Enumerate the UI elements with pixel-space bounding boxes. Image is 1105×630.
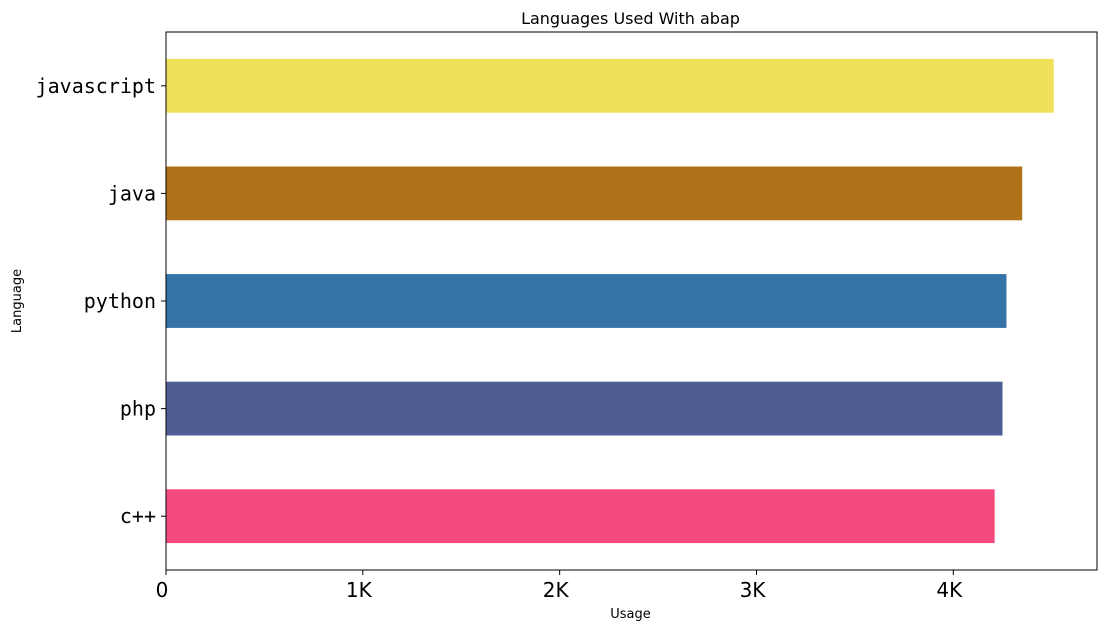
x-tick-label: 1K: [346, 578, 373, 602]
bar-php: [166, 381, 1003, 436]
x-tick-label: 0: [156, 578, 169, 602]
y-tick-label: java: [108, 181, 156, 205]
bars-group: [166, 58, 1054, 544]
y-tick-label: javascript: [36, 74, 156, 98]
y-ticks-group: javascript java python php c++: [36, 74, 166, 528]
plot-frame: [165, 31, 1098, 571]
x-tick-label: 2K: [543, 578, 570, 602]
y-tick-label: c++: [120, 504, 156, 528]
y-tick-label: php: [120, 397, 156, 421]
y-tick-label: python: [84, 289, 156, 313]
y-axis-title: Language: [10, 269, 25, 333]
x-axis-title: Usage: [610, 607, 651, 622]
chart-title: Languages Used With abap: [521, 9, 740, 28]
x-tick-label: 3K: [740, 578, 767, 602]
x-ticks-group: 0 1K 2K 3K 4K: [156, 570, 963, 602]
bar-java: [166, 166, 1023, 221]
bar-javascript: [166, 58, 1054, 113]
x-tick-label: 4K: [936, 578, 963, 602]
bar-python: [166, 274, 1007, 328]
bar-c: [166, 489, 995, 544]
